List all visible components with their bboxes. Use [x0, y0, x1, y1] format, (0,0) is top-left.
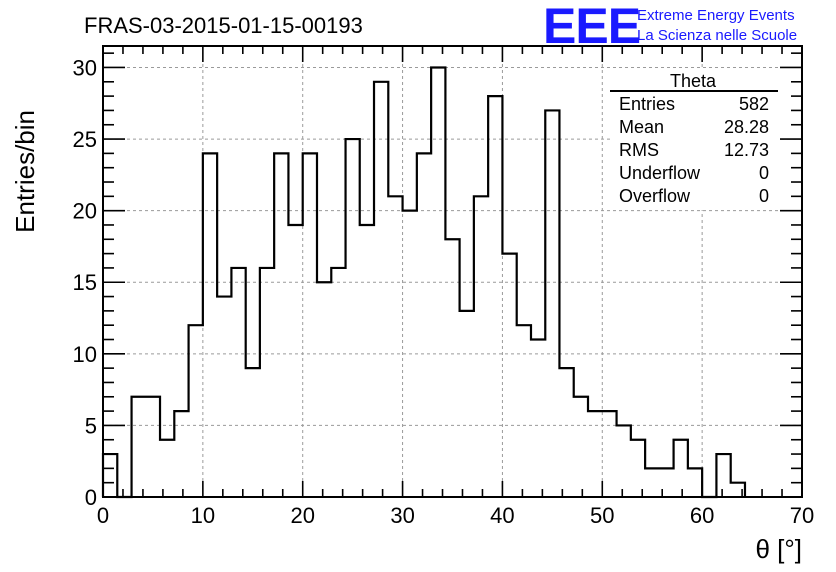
stats-box: Theta Entries 582 Mean 28.28 RMS 12.73 Underfl…	[610, 70, 778, 210]
x-tick-label: 40	[490, 503, 514, 528]
histogram-bin	[246, 368, 260, 497]
histogram-bin	[331, 268, 345, 497]
histogram-bin	[460, 311, 474, 497]
x-tick-label: 60	[690, 503, 714, 528]
histogram-bin	[203, 153, 217, 497]
histogram-bin	[417, 153, 431, 497]
logo-line-2: La Scienza nelle Scuole	[637, 27, 797, 44]
histogram-bin	[474, 196, 488, 497]
plot-frame	[102, 45, 803, 498]
stats-label: Mean	[619, 117, 664, 137]
x-tick-label: 30	[390, 503, 414, 528]
y-tick-labels: 0 5 10 15 20 25 30	[73, 55, 97, 510]
grid-lines	[103, 46, 802, 497]
histogram-bin	[488, 96, 502, 497]
histogram-bin	[374, 82, 388, 497]
x-tick-label: 0	[97, 503, 109, 528]
axis-ticks	[102, 46, 803, 498]
stats-rows: Entries 582 Mean 28.28 RMS 12.73 Underflow 0 Ove…	[619, 94, 769, 206]
histogram-bin	[659, 468, 673, 497]
histogram-bars	[101, 66, 747, 499]
y-tick-label: 0	[85, 485, 97, 510]
histogram-bin	[189, 325, 203, 497]
histogram-bin	[559, 368, 573, 497]
histogram-bin	[274, 153, 288, 497]
y-tick-label: 30	[73, 55, 97, 80]
histogram-bin	[574, 397, 588, 497]
x-tick-label: 50	[590, 503, 614, 528]
histogram-bin	[360, 225, 374, 497]
histogram-bin	[431, 67, 445, 497]
histogram-bin	[502, 254, 516, 497]
y-tick-label: 15	[73, 270, 97, 295]
histogram-bin	[174, 411, 188, 497]
y-tick-label: 20	[73, 199, 97, 224]
histogram-bin	[260, 268, 274, 497]
histogram-bin	[217, 297, 231, 497]
histogram-outline	[101, 66, 747, 499]
histogram-bin	[303, 153, 317, 497]
histogram-bin	[645, 468, 659, 497]
histogram-bin	[346, 139, 360, 497]
stats-value: 0	[759, 186, 769, 206]
x-axis-title: θ [°]	[755, 534, 802, 564]
stats-title: Theta	[670, 71, 717, 91]
histogram-bin	[317, 282, 331, 497]
eee-logo: EEE Extreme Energy Events La Scienza nel…	[543, 0, 797, 54]
histogram-bin	[588, 411, 602, 497]
histogram-bin	[146, 397, 160, 497]
x-tick-label: 20	[290, 503, 314, 528]
x-tick-label: 70	[790, 503, 814, 528]
histogram-bin	[716, 454, 730, 497]
stats-label: RMS	[619, 140, 659, 160]
stats-label: Entries	[619, 94, 675, 114]
histogram-bin	[517, 325, 531, 497]
histogram-bin	[231, 268, 245, 497]
stats-value: 28.28	[724, 117, 769, 137]
chart-title: FRAS-03-2015-01-15-00193	[84, 13, 363, 38]
y-axis-title: Entries/bin	[10, 110, 40, 233]
stats-label: Underflow	[619, 163, 701, 183]
histogram-bin	[631, 440, 645, 497]
stats-box-bg	[610, 70, 778, 210]
stats-label: Overflow	[619, 186, 691, 206]
histogram-bin	[388, 196, 402, 497]
histogram-bin	[531, 340, 545, 497]
x-tick-labels: 0 10 20 30 40 50 60 70	[97, 503, 814, 528]
stats-value: 12.73	[724, 140, 769, 160]
histogram-bin	[674, 440, 688, 497]
histogram-bin	[403, 211, 417, 497]
y-tick-label: 10	[73, 342, 97, 367]
histogram-bin	[617, 425, 631, 497]
histogram-bin	[545, 110, 559, 497]
histogram-bin	[103, 454, 117, 497]
histogram-bin	[602, 411, 616, 497]
histogram-bin	[160, 440, 174, 497]
histogram-bin	[445, 239, 459, 497]
x-tick-label: 10	[191, 503, 215, 528]
logo-mark: EEE	[543, 0, 640, 54]
stats-value: 582	[739, 94, 769, 114]
y-tick-label: 5	[85, 413, 97, 438]
histogram-bin	[731, 483, 745, 497]
histogram-bin	[132, 397, 146, 497]
logo-line-1: Extreme Energy Events	[637, 7, 795, 24]
stats-value: 0	[759, 163, 769, 183]
histogram-bin	[688, 468, 702, 497]
histogram-bin	[288, 225, 302, 497]
y-tick-label: 25	[73, 127, 97, 152]
